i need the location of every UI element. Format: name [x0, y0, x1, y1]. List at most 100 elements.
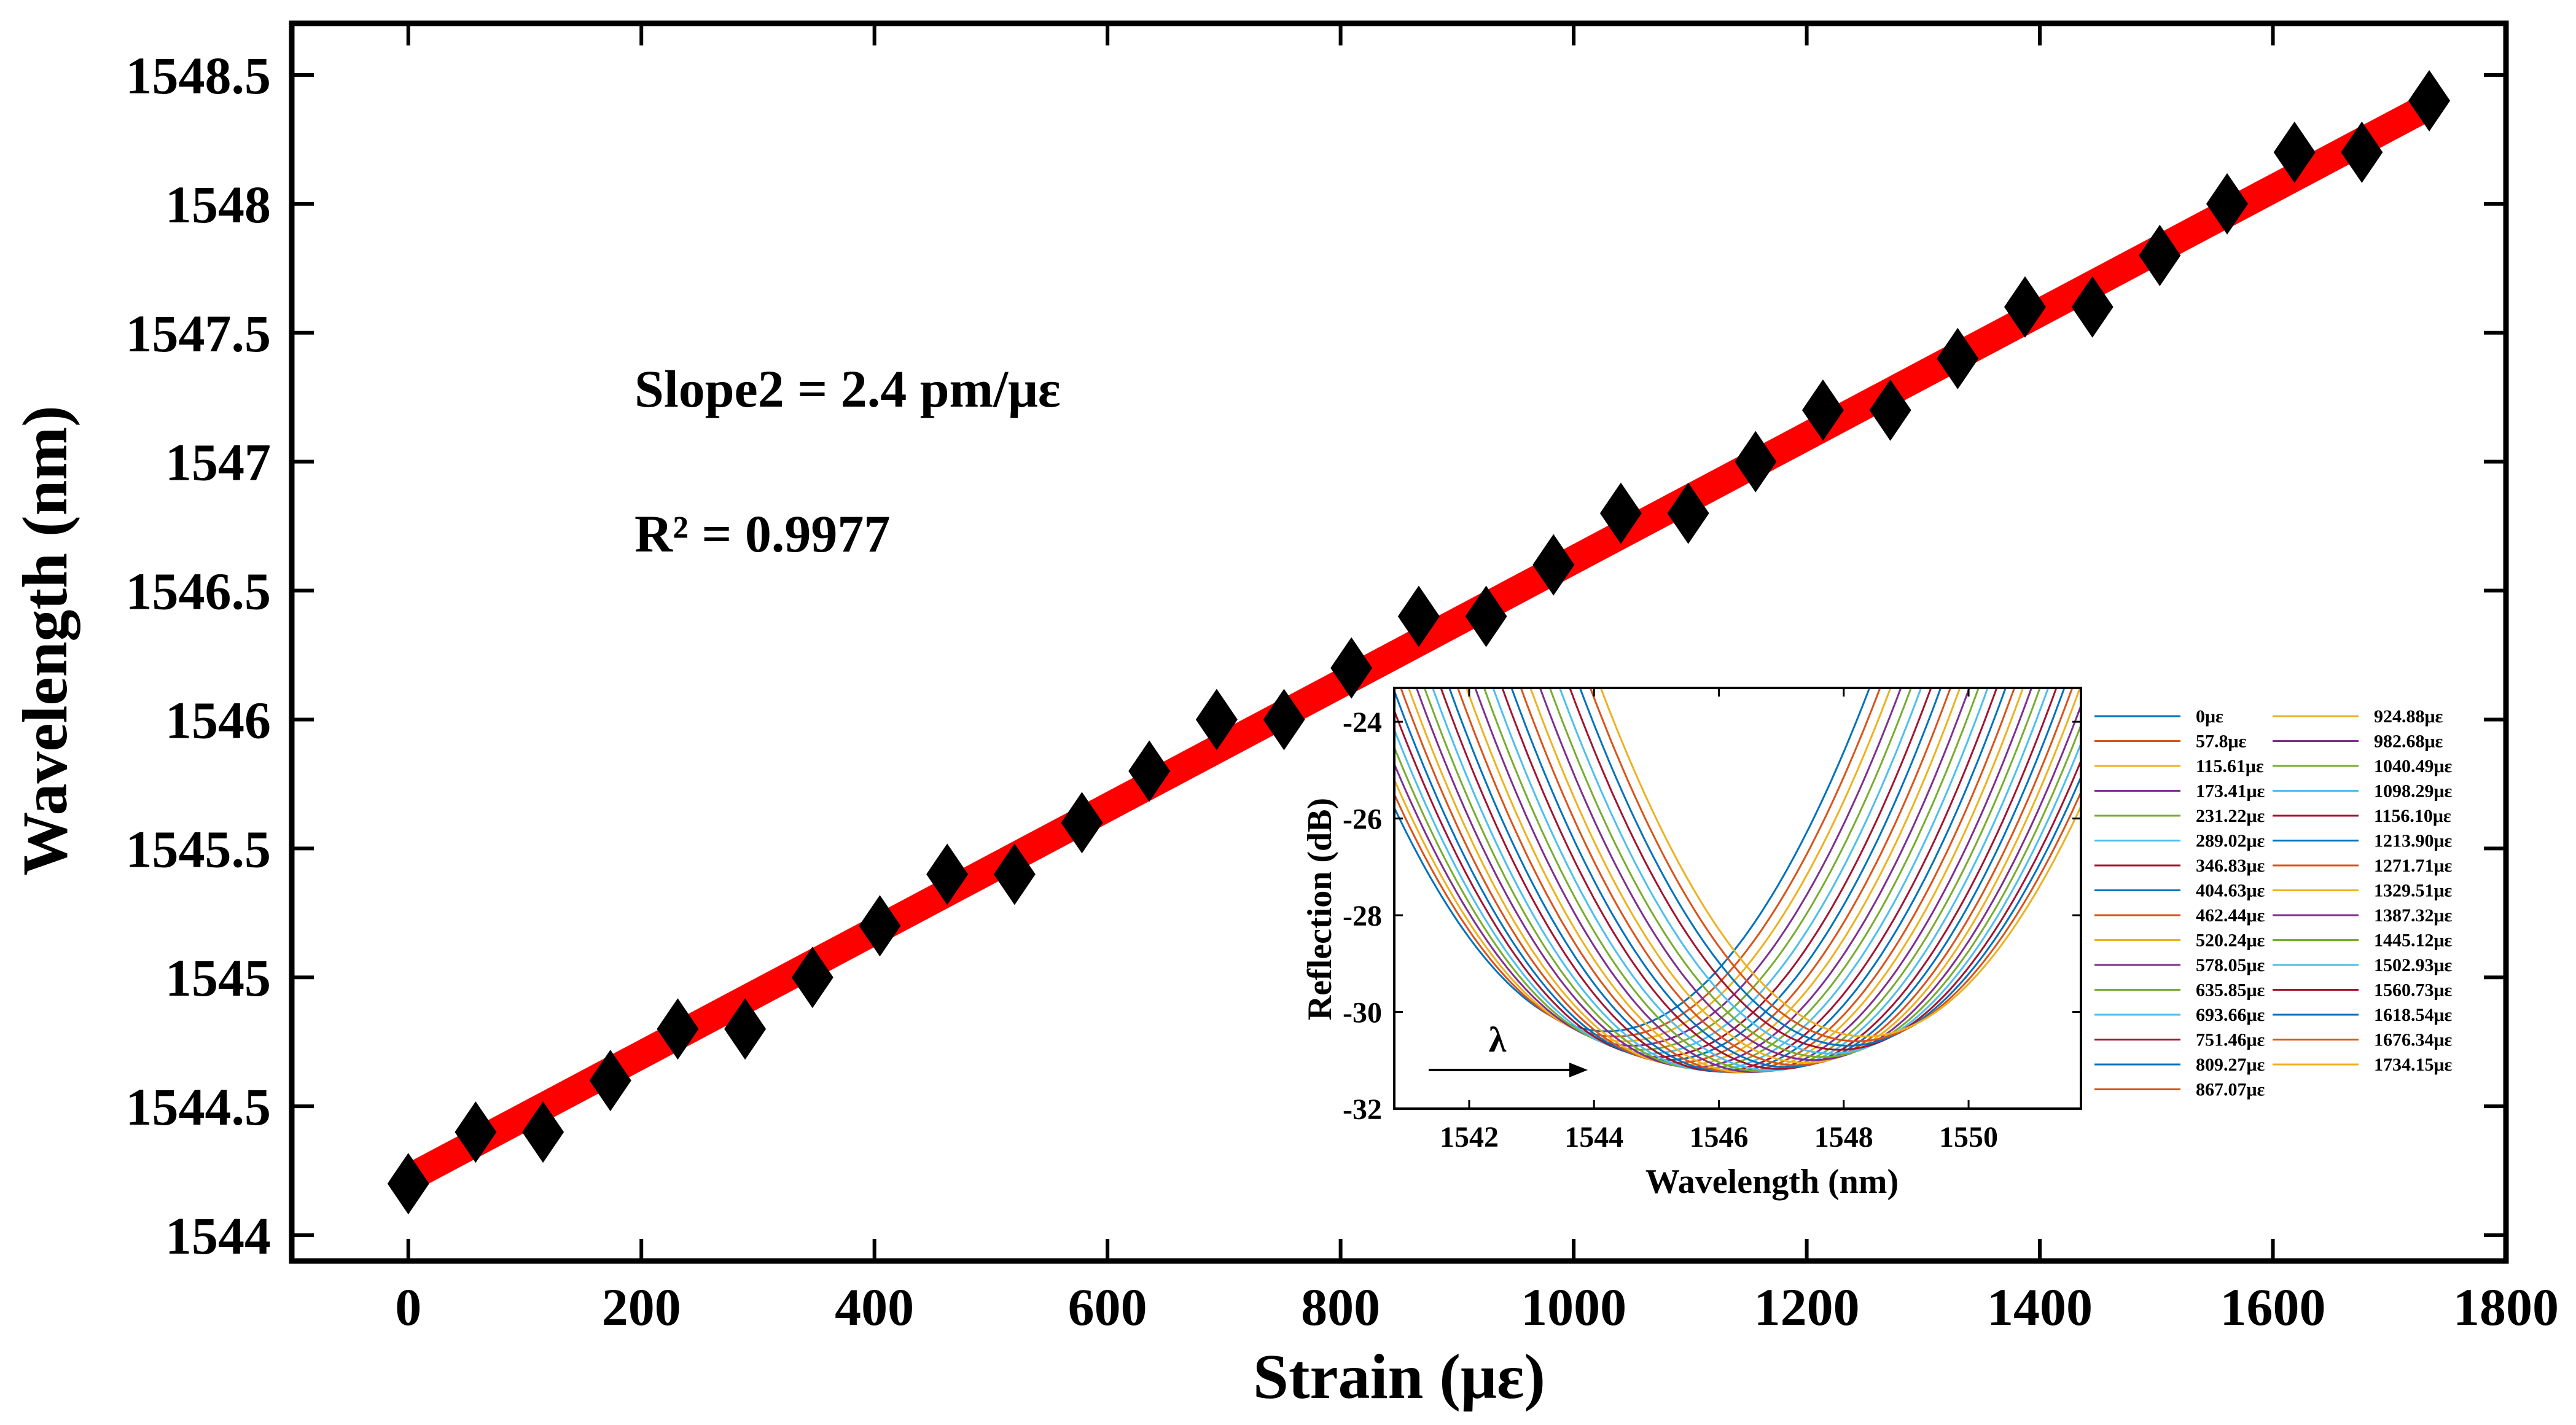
x-tick-label: 800: [1301, 1278, 1380, 1337]
legend-label: 520.24με: [2196, 931, 2265, 951]
data-point: [1735, 431, 1777, 493]
legend-label: 1676.34με: [2374, 1030, 2453, 1050]
data-point: [522, 1101, 564, 1163]
reflection-curve: [1474, 688, 2033, 1073]
y-tick-label: 1548: [165, 175, 271, 234]
legend-label: 1502.93με: [2374, 955, 2453, 975]
legend-label: 1213.90με: [2374, 831, 2453, 851]
main-ytick-labels: 1544 1544.5 1545 1545.5 1546 1546.5 1547 1547.5…: [126, 46, 271, 1265]
y-tick-label: 1546.5: [126, 562, 271, 621]
legend-label: 1098.29με: [2374, 781, 2453, 802]
legend-label: 115.61με: [2196, 756, 2264, 776]
data-point: [1195, 689, 1238, 751]
data-points: [387, 69, 2451, 1215]
legend-label: 1387.32με: [2374, 905, 2453, 926]
main-chart: 1544 1544.5 1545 1545.5 1546 1546.5 1547 1547.5…: [10, 20, 2559, 1412]
inset-y-axis-label: Reflection (dB): [1301, 798, 1339, 1020]
r-squared-annotation: R² = 0.9977: [634, 504, 890, 563]
reflection-curve: [1548, 688, 2081, 1058]
data-point: [1128, 740, 1171, 802]
reflection-curve: [1394, 688, 1881, 1037]
data-point: [1330, 637, 1373, 699]
inset-chart: -24 -26 -28 -30 -32 1542 1544 1546 1548 1550 λ W…: [1301, 679, 2453, 1201]
data-point: [657, 998, 699, 1060]
main-y-axis-label: Wavelength (nm): [10, 405, 80, 876]
legend-label: 751.46με: [2196, 1030, 2265, 1050]
inset-y-tick-label: -24: [1343, 706, 1382, 739]
reflection-curve: [1589, 688, 2081, 1042]
main-plot-area: [289, 20, 2509, 1264]
reflection-curve: [1431, 688, 1989, 1071]
legend-label: 1618.54με: [2374, 1005, 2453, 1025]
data-point: [791, 947, 833, 1009]
legend-label: 57.8με: [2196, 732, 2247, 752]
data-point: [1061, 792, 1103, 854]
lambda-label: λ: [1489, 1020, 1507, 1060]
data-point: [1397, 585, 1440, 647]
legend-label: 231.22με: [2196, 806, 2265, 826]
inset-plot-area: [1393, 687, 2082, 1110]
inset-x-axis-label: Wavelength (nm): [1645, 1163, 1899, 1201]
reflection-curve: [1599, 688, 2081, 1037]
data-point: [2206, 173, 2249, 235]
inset-y-tick-label: -28: [1343, 900, 1382, 932]
data-point: [1801, 379, 1844, 441]
x-tick-label: 200: [602, 1278, 681, 1337]
reflection-curve: [1400, 688, 1952, 1064]
reflection-curve: [1394, 688, 1922, 1055]
reflection-curve: [1483, 688, 2041, 1072]
data-point: [455, 1101, 497, 1163]
inset-y-tick-label: -26: [1343, 803, 1382, 836]
legend-label: 1560.73με: [2374, 980, 2453, 1001]
reflection-curve: [1529, 688, 2081, 1064]
inset-legend: 0με 57.8με 115.61με 173.41με 231.22με 289.02μ…: [2094, 706, 2453, 1100]
data-point: [724, 998, 767, 1060]
data-point: [589, 1050, 631, 1112]
legend-label: 1445.12με: [2374, 931, 2453, 951]
x-tick-label: 1600: [2220, 1278, 2326, 1337]
legend-label: 289.02με: [2196, 831, 2265, 851]
reflection-curve: [1501, 688, 2058, 1070]
reflection-curve: [1539, 688, 2081, 1061]
x-tick-label: 1800: [2453, 1278, 2559, 1337]
lambda-arrowhead-icon: [1569, 1063, 1588, 1077]
reflection-curve: [1415, 688, 1970, 1068]
data-point: [2273, 121, 2316, 183]
reflection-curve: [1558, 688, 2081, 1055]
legend-label: 404.63με: [2196, 881, 2265, 901]
legend-label: 1271.71με: [2374, 856, 2453, 876]
reflection-curve: [1394, 688, 1913, 1051]
data-point: [1465, 585, 1507, 647]
legend-label: 924.88με: [2374, 706, 2443, 727]
main-x-axis-label: Strain (με): [1253, 1341, 1545, 1412]
data-point: [859, 895, 901, 957]
reflection-curve: [1394, 688, 1932, 1058]
reflection-curve: [1492, 688, 2050, 1071]
reflection-curve: [1520, 688, 2074, 1066]
inset-y-tick-label: -30: [1343, 997, 1382, 1029]
y-tick-label: 1544: [165, 1206, 271, 1265]
main-xtick-labels: 0 200 400 600 800 1000 1200 1400 1600 1800: [395, 1278, 2559, 1337]
reflection-curve: [1407, 688, 1961, 1066]
legend-label: 578.05με: [2196, 955, 2265, 975]
data-point: [2004, 276, 2046, 338]
reflection-curve: [1440, 688, 1998, 1072]
reflection-curve: [1569, 688, 2081, 1051]
reflection-curve: [1465, 688, 2024, 1074]
legend-label: 462.44με: [2196, 905, 2265, 926]
x-tick-label: 1400: [1987, 1278, 2093, 1337]
data-point: [1937, 327, 1979, 389]
data-point: [387, 1153, 429, 1215]
data-point: [1599, 482, 1642, 544]
data-point: [2071, 276, 2113, 338]
reflection-curve: [1394, 688, 1892, 1042]
inset-y-tick-label: -32: [1343, 1093, 1382, 1126]
x-tick-label: 1000: [1521, 1278, 1626, 1337]
legend-label: 1734.15με: [2374, 1055, 2453, 1075]
reflection-curve: [1423, 688, 1980, 1070]
data-point: [926, 843, 969, 905]
x-tick-label: 400: [835, 1278, 914, 1337]
legend-label: 0με: [2196, 706, 2223, 727]
reflection-curve: [1510, 688, 2066, 1068]
